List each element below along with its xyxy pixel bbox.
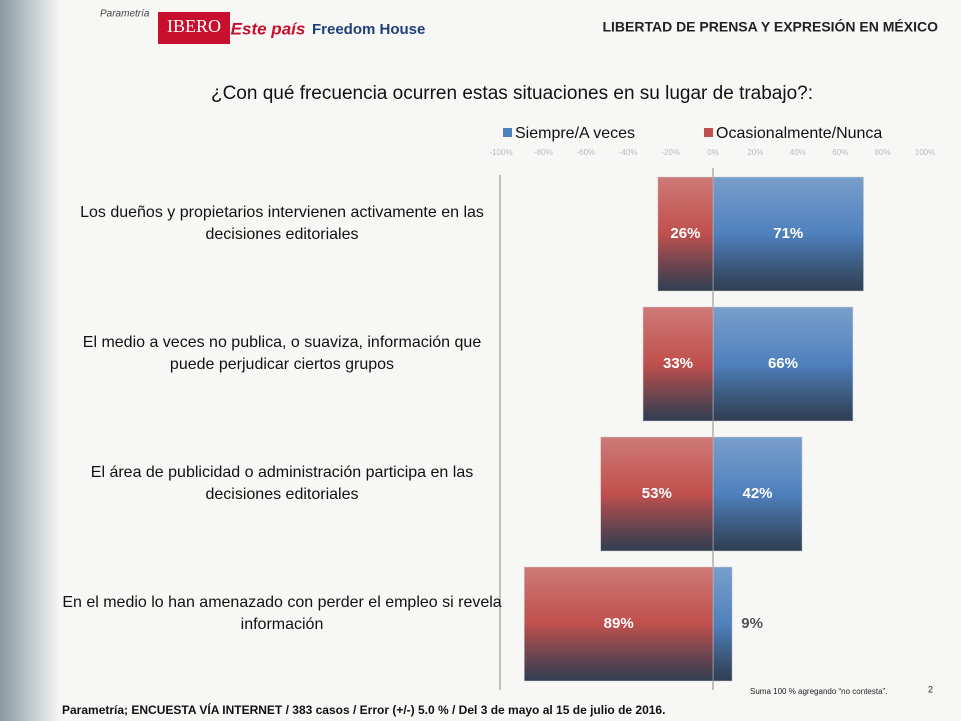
logo: IBERO [167,16,221,36]
x-tick-label: 80% [875,148,891,157]
x-tick-label: -40% [619,148,638,157]
value-label: 53% [642,485,672,502]
legend-label: Siempre/A veces [515,125,635,142]
bar [712,176,864,292]
bar [712,566,733,682]
bar [524,566,714,682]
category-label: El área de publicidad o administración p… [90,464,474,503]
logo: Este país [231,19,306,38]
x-tick-label: 0% [707,148,719,157]
x-tick-label: 20% [747,148,763,157]
legend-swatch [704,128,713,137]
logo-box [158,12,230,44]
x-tick-label: -100% [489,148,512,157]
legend-label: Ocasionalmente/Nunca [716,125,882,142]
source: Parametría; ENCUESTA VÍA INTERNET / 383 … [62,702,665,717]
value-label: 9% [741,615,763,632]
value-label: 89% [604,615,634,632]
bar [712,436,803,552]
x-tick-label: 100% [915,148,935,157]
note: Suma 100 % agregando “no contesta”. [750,687,887,696]
value-label: 26% [670,225,700,242]
bar [657,176,714,292]
x-tick-label: -60% [576,148,595,157]
chart-title: ¿Con qué frecuencia ocurren estas situac… [211,83,813,104]
bar [712,306,854,422]
category-label: Los dueños y propietarios intervienen ac… [80,204,484,243]
legend-swatch [503,128,512,137]
bar [642,306,714,422]
x-tick-label: -20% [661,148,680,157]
value-label: 33% [663,355,693,372]
logo: Parametría [100,9,150,20]
category-label: El medio a veces no publica, o suaviza, … [82,334,482,373]
x-tick-label: 60% [832,148,848,157]
bar [600,436,714,552]
logo: Freedom House [312,21,425,38]
value-label: 42% [743,485,773,502]
x-tick-label: -80% [534,148,553,157]
page-number: 2 [928,684,933,694]
value-label: 71% [773,225,803,242]
category-label: En el medio lo han amenazado con perder … [62,594,502,633]
x-tick-label: 40% [790,148,806,157]
decoration [0,0,60,721]
value-label: 66% [768,355,798,372]
header-title: LIBERTAD DE PRENSA Y EXPRESIÓN EN MÉXICO [602,18,938,35]
